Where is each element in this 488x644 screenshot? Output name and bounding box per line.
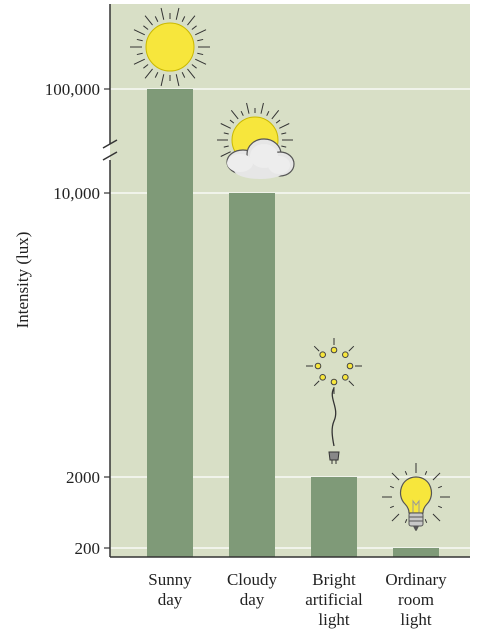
bar bbox=[393, 548, 439, 557]
x-tick-label: Bright artificial light bbox=[305, 570, 363, 629]
sun-icon bbox=[130, 7, 210, 87]
y-axis-label: Intensity (lux) bbox=[13, 232, 32, 329]
bar bbox=[229, 193, 275, 557]
x-tick-label: Cloudy day bbox=[227, 570, 278, 609]
y-tick-label: 100,000 bbox=[45, 80, 100, 99]
y-tick-label: 10,000 bbox=[53, 184, 100, 203]
light-sparkle-icon bbox=[306, 338, 362, 464]
x-labels: Sunny day Cloudy day Bright artificial light Or… bbox=[148, 570, 447, 629]
bar bbox=[147, 89, 193, 557]
y-ticks: 200 2000 10,000 100,000 bbox=[45, 80, 110, 558]
lightbulb-icon bbox=[382, 463, 450, 531]
axis-break-mark-bottom bbox=[102, 151, 118, 161]
x-tick-label: Sunny day bbox=[148, 570, 192, 609]
y-tick-label: 200 bbox=[75, 539, 101, 558]
sun-cloud-icon bbox=[217, 102, 295, 179]
axis-break-mark-top bbox=[102, 139, 118, 149]
bar bbox=[311, 477, 357, 557]
y-tick-label: 2000 bbox=[66, 468, 100, 487]
x-tick-label: Ordinary room light bbox=[385, 570, 447, 629]
bars bbox=[147, 89, 439, 557]
